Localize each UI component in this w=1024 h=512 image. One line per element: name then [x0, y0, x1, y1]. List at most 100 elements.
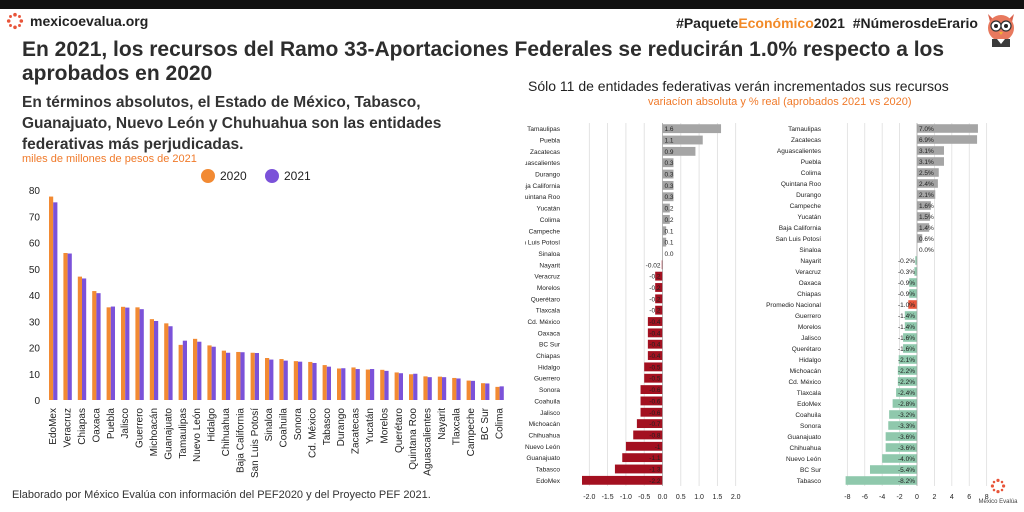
bar-2021	[211, 346, 216, 400]
category-label: Oaxaca	[799, 280, 822, 287]
category-label: Sinaloa	[538, 251, 560, 258]
bar-2020	[481, 383, 486, 400]
bar-2020	[322, 365, 327, 400]
bar	[914, 267, 917, 276]
bar	[917, 146, 944, 155]
category-label: Sonora	[800, 423, 821, 430]
bar-2021	[240, 352, 245, 400]
category-label: Tamaulipas	[788, 126, 822, 133]
bar	[917, 201, 931, 210]
x-category-label: Morelos	[379, 408, 390, 444]
bar	[917, 234, 923, 243]
category-label: EdoMex	[797, 401, 822, 408]
category-label: Cd. México	[788, 379, 821, 386]
bar	[633, 430, 663, 440]
bar	[662, 192, 674, 202]
value-label: 0.3	[665, 194, 674, 201]
category-label: Querétaro	[792, 346, 822, 353]
bar	[647, 339, 663, 349]
bar-2020	[423, 376, 428, 400]
x-tick-label: -1.5	[602, 494, 614, 501]
headline: En 2021, los recursos del Ramo 33-Aporta…	[22, 38, 945, 85]
x-category-label: Guanajuato	[163, 408, 174, 460]
category-label: Promedio Nacional	[766, 302, 821, 309]
bar	[904, 311, 917, 320]
bar	[662, 214, 670, 224]
bar	[644, 373, 663, 383]
x-tick-label: 2.0	[731, 494, 741, 501]
footer-logo-name: México Evalúa	[978, 499, 1018, 505]
bar-2020	[265, 358, 270, 400]
bar-2021	[456, 378, 461, 400]
source-note: Elaborado por México Evalúa con informac…	[12, 489, 431, 501]
value-label: 0.3	[665, 183, 674, 190]
category-label: Chihuahua	[790, 445, 822, 452]
value-label: -4.0%	[898, 456, 915, 463]
bar-2020	[351, 367, 356, 400]
value-label: -3.2%	[898, 412, 915, 419]
top-bar	[0, 0, 1024, 9]
category-label: Aguascalientes	[777, 148, 822, 155]
value-label: 2.1%	[919, 192, 934, 199]
x-category-label: Nayarit	[437, 408, 448, 440]
value-label: 2.4%	[919, 181, 934, 188]
category-label: Tlaxcala	[797, 390, 822, 397]
x-category-label: Hidalgo	[207, 408, 218, 442]
value-label: -0.4	[649, 353, 661, 360]
bar-2021	[139, 309, 144, 400]
bar	[636, 419, 663, 429]
bar	[917, 135, 978, 144]
hashtag-paquete-start: #Paquete	[676, 15, 739, 31]
value-label: -0.6	[649, 398, 661, 405]
bar-2021	[269, 359, 274, 400]
value-label: -0.5	[649, 364, 661, 371]
bar	[897, 366, 917, 375]
bar-2020	[337, 368, 342, 400]
x-category-label: Nuevo León	[192, 408, 203, 462]
bar	[882, 454, 917, 463]
category-label: Veracruz	[795, 269, 821, 276]
bar	[662, 146, 696, 156]
category-label: Guerrero	[534, 376, 560, 383]
bar	[662, 237, 667, 247]
site-name: mexicoevalua.org	[30, 13, 149, 29]
category-label: BC Sur	[539, 342, 561, 349]
value-label: -3.6%	[898, 434, 915, 441]
bar-2020	[92, 291, 97, 400]
legend-marker-2020	[201, 169, 215, 183]
bar-2020	[452, 377, 457, 400]
legend-label-2021: 2021	[284, 169, 311, 183]
value-label: 0.1	[665, 228, 674, 235]
bar	[909, 289, 917, 298]
value-label: -8.2%	[898, 478, 915, 485]
category-label: Colima	[540, 217, 561, 224]
bar	[622, 453, 663, 463]
category-label: Quintana Roo	[525, 194, 560, 201]
category-label: Aguascalientes	[525, 160, 561, 167]
right-charts-title: Sólo 11 de entidades federativas verán i…	[528, 78, 949, 94]
bar	[661, 260, 663, 270]
category-label: Morelos	[537, 285, 561, 292]
bar	[647, 351, 663, 360]
x-category-label: Chiapas	[77, 408, 88, 445]
category-label: Baja California	[525, 183, 560, 190]
value-label: -2.8%	[898, 401, 915, 408]
value-label: 1.5%	[919, 214, 934, 221]
category-label: Quintana Roo	[781, 181, 821, 188]
brand[interactable]: mexicoevalua.org	[6, 12, 148, 30]
category-label: Guanajuato	[526, 455, 560, 462]
bar-2021	[427, 377, 432, 400]
bar	[909, 278, 917, 287]
hashtag-paquete-end: 2021	[813, 15, 845, 31]
x-tick-label: 0.5	[676, 494, 686, 501]
value-label: -1.1	[649, 455, 661, 462]
x-category-label: Quintana Roo	[408, 408, 419, 470]
x-category-label: Puebla	[106, 408, 117, 440]
x-tick-label: -2.0	[583, 494, 595, 501]
y-tick-label: 60	[29, 239, 41, 250]
value-label: -0.6	[649, 410, 661, 417]
bar	[640, 396, 663, 406]
category-label: Jalisco	[540, 410, 560, 417]
bar-2020	[365, 369, 370, 400]
bar	[885, 443, 917, 452]
